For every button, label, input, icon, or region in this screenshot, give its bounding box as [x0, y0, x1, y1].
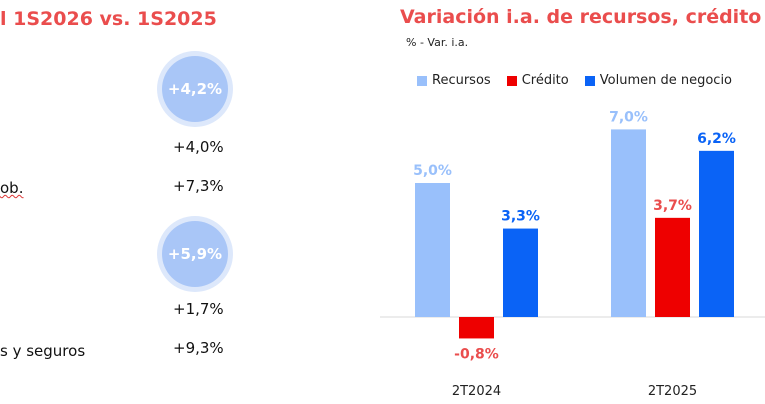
legend-label-volumen: Volumen de negocio: [599, 73, 733, 88]
chart-legend: Recursos Crédito Volumen de negocio: [417, 73, 732, 88]
legend-label-recursos: Recursos: [432, 73, 491, 88]
bar-recursos-2t2025: [611, 129, 646, 317]
legend-swatch-volumen: [584, 75, 595, 86]
legend-item-recursos: Recursos: [417, 73, 491, 88]
bar-cr-dito-2t2025: [655, 217, 690, 317]
data-label-cr-dito-2t2025: 3,7%: [653, 198, 692, 214]
legend-label-credito: Crédito: [521, 73, 569, 88]
row-value-3: +1,7%: [173, 300, 224, 318]
bar-volumen-de-negocio-2t2024: [503, 228, 538, 317]
row-value-2: +7,3%: [173, 177, 224, 195]
chart-subtitle: % - Var. i.a.: [406, 36, 469, 49]
bar-cr-dito-2t2024: [459, 317, 494, 339]
data-label-recursos-2t2025: 7,0%: [609, 109, 648, 125]
chart-title: Variación i.a. de recursos, crédito y v: [400, 6, 765, 28]
legend-swatch-credito: [506, 75, 517, 86]
legend-item-volumen: Volumen de negocio: [584, 73, 733, 88]
data-label-volumen-de-negocio-2t2025: 6,2%: [697, 131, 736, 147]
highlight-circle-2: +5,9%: [162, 221, 228, 287]
legend-item-credito: Crédito: [506, 73, 569, 88]
bar-volumen-de-negocio-2t2025: [699, 150, 734, 317]
legend-swatch-recursos: [417, 75, 427, 86]
row-label-2: ob.: [0, 179, 24, 197]
data-label-cr-dito-2t2024: -0,8%: [454, 346, 499, 362]
highlight-circle-1: +4,2%: [162, 56, 228, 122]
category-label-2t2024: 2T2024: [452, 384, 501, 399]
category-label-2t2025: 2T2025: [648, 384, 697, 399]
left-section-title: l 1S2026 vs. 1S2025: [0, 8, 217, 30]
row-value-1: +4,0%: [173, 138, 224, 156]
data-label-recursos-2t2024: 5,0%: [413, 163, 452, 179]
row-label-4: s y seguros: [0, 342, 86, 360]
data-label-volumen-de-negocio-2t2024: 3,3%: [501, 209, 540, 225]
row-value-4: +9,3%: [173, 339, 224, 357]
bar-recursos-2t2024: [415, 183, 450, 317]
